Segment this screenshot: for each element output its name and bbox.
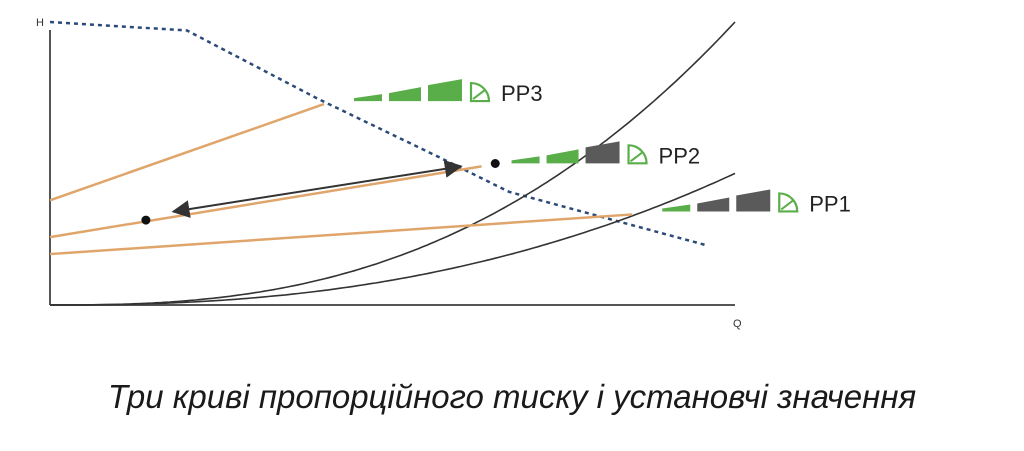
setting-bar-pp3-1 [354,94,382,102]
system-curve-1 [50,21,736,306]
proportional-pressure-icon [469,81,491,103]
setting-bar-pp2-1 [511,156,540,164]
x-axis-label: Q [733,318,742,330]
label-layer: PP1 PP2 PP3 [354,79,851,216]
max-curve [49,20,708,247]
series-line-pp3 [49,102,325,202]
arrow-layer [171,159,463,218]
caption: Три криві пропорційного тиску і установч… [107,378,917,415]
setting-bar-pp2-3 [585,141,620,164]
setting-bar-pp3-3 [428,79,462,102]
setting-bar-pp2-2 [546,149,579,164]
series-label-group-pp1: PP1 [662,189,851,216]
series-label-pp1: PP1 [809,191,851,216]
series-label-pp2: PP2 [659,143,701,168]
system-curve-layer [50,21,736,306]
setting-bar-pp1-2 [697,197,730,212]
setting-bar-pp3-2 [389,87,421,102]
axes: QH [36,17,742,330]
max-curve-layer [49,20,708,247]
series-label-pp3: PP3 [501,81,543,106]
series-label-group-pp2: PP2 [511,141,701,168]
series-layer [49,102,633,256]
y-axis-label: H [36,17,44,29]
setting-bar-pp1-1 [662,204,691,212]
series-line-pp1 [49,213,633,256]
double-arrow [171,159,463,218]
operating-point-1 [141,215,151,225]
series-label-group-pp3: PP3 [354,79,543,106]
setting-bar-pp1-3 [736,189,771,212]
system-curve-2 [50,172,736,306]
operating-point-2 [490,159,500,168]
proportional-pressure-icon [627,144,648,165]
point-layer [141,159,500,225]
proportional-pressure-icon [778,192,799,213]
